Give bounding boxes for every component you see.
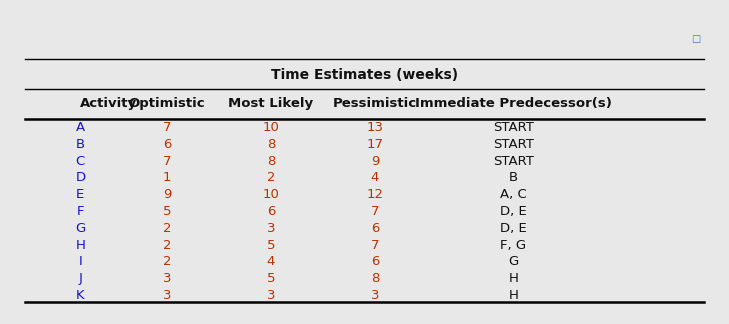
Text: 2: 2 [267,171,275,184]
Text: Pessimistic: Pessimistic [333,97,417,110]
Text: 8: 8 [267,155,275,168]
Text: 3: 3 [267,289,275,302]
Text: 5: 5 [163,205,171,218]
Text: 10: 10 [262,121,279,134]
Text: 3: 3 [370,289,379,302]
Text: Optimistic: Optimistic [129,97,206,110]
Text: 6: 6 [267,205,275,218]
Text: A: A [76,121,85,134]
Text: 7: 7 [370,205,379,218]
Text: D: D [75,171,85,184]
Text: 1: 1 [163,171,171,184]
Text: Time Estimates (weeks): Time Estimates (weeks) [271,68,458,82]
Text: I: I [79,255,82,268]
Text: 7: 7 [370,238,379,252]
Text: C: C [76,155,85,168]
Text: B: B [509,171,518,184]
Text: H: H [75,238,85,252]
Text: 17: 17 [367,138,383,151]
Text: 12: 12 [367,188,383,201]
Text: K: K [76,289,85,302]
Text: H: H [509,272,518,285]
Text: 8: 8 [371,272,379,285]
Text: F, G: F, G [500,238,526,252]
Text: H: H [509,289,518,302]
Text: Most Likely: Most Likely [228,97,313,110]
Text: 5: 5 [267,272,275,285]
Text: Immediate Predecessor(s): Immediate Predecessor(s) [415,97,612,110]
Text: 3: 3 [267,222,275,235]
Text: 6: 6 [371,255,379,268]
Text: E: E [77,188,85,201]
Text: 9: 9 [163,188,171,201]
Text: 7: 7 [163,121,171,134]
Text: START: START [493,121,534,134]
Text: 2: 2 [163,238,171,252]
Text: 3: 3 [163,272,171,285]
Text: 7: 7 [163,155,171,168]
Text: 6: 6 [163,138,171,151]
Text: G: G [508,255,518,268]
Text: 9: 9 [371,155,379,168]
Text: 10: 10 [262,188,279,201]
Text: Activity: Activity [80,97,138,110]
Text: 8: 8 [267,138,275,151]
Text: D, E: D, E [500,222,527,235]
Text: 3: 3 [163,289,171,302]
Text: 2: 2 [163,222,171,235]
Text: START: START [493,138,534,151]
Text: □: □ [691,34,701,44]
Text: B: B [76,138,85,151]
Text: 13: 13 [367,121,383,134]
Text: 2: 2 [163,255,171,268]
Text: F: F [77,205,84,218]
Text: J: J [79,272,82,285]
Text: G: G [75,222,85,235]
Text: 6: 6 [371,222,379,235]
Text: 4: 4 [267,255,275,268]
Text: A, C: A, C [500,188,527,201]
Text: 5: 5 [267,238,275,252]
Text: START: START [493,155,534,168]
Text: 4: 4 [371,171,379,184]
Text: D, E: D, E [500,205,527,218]
